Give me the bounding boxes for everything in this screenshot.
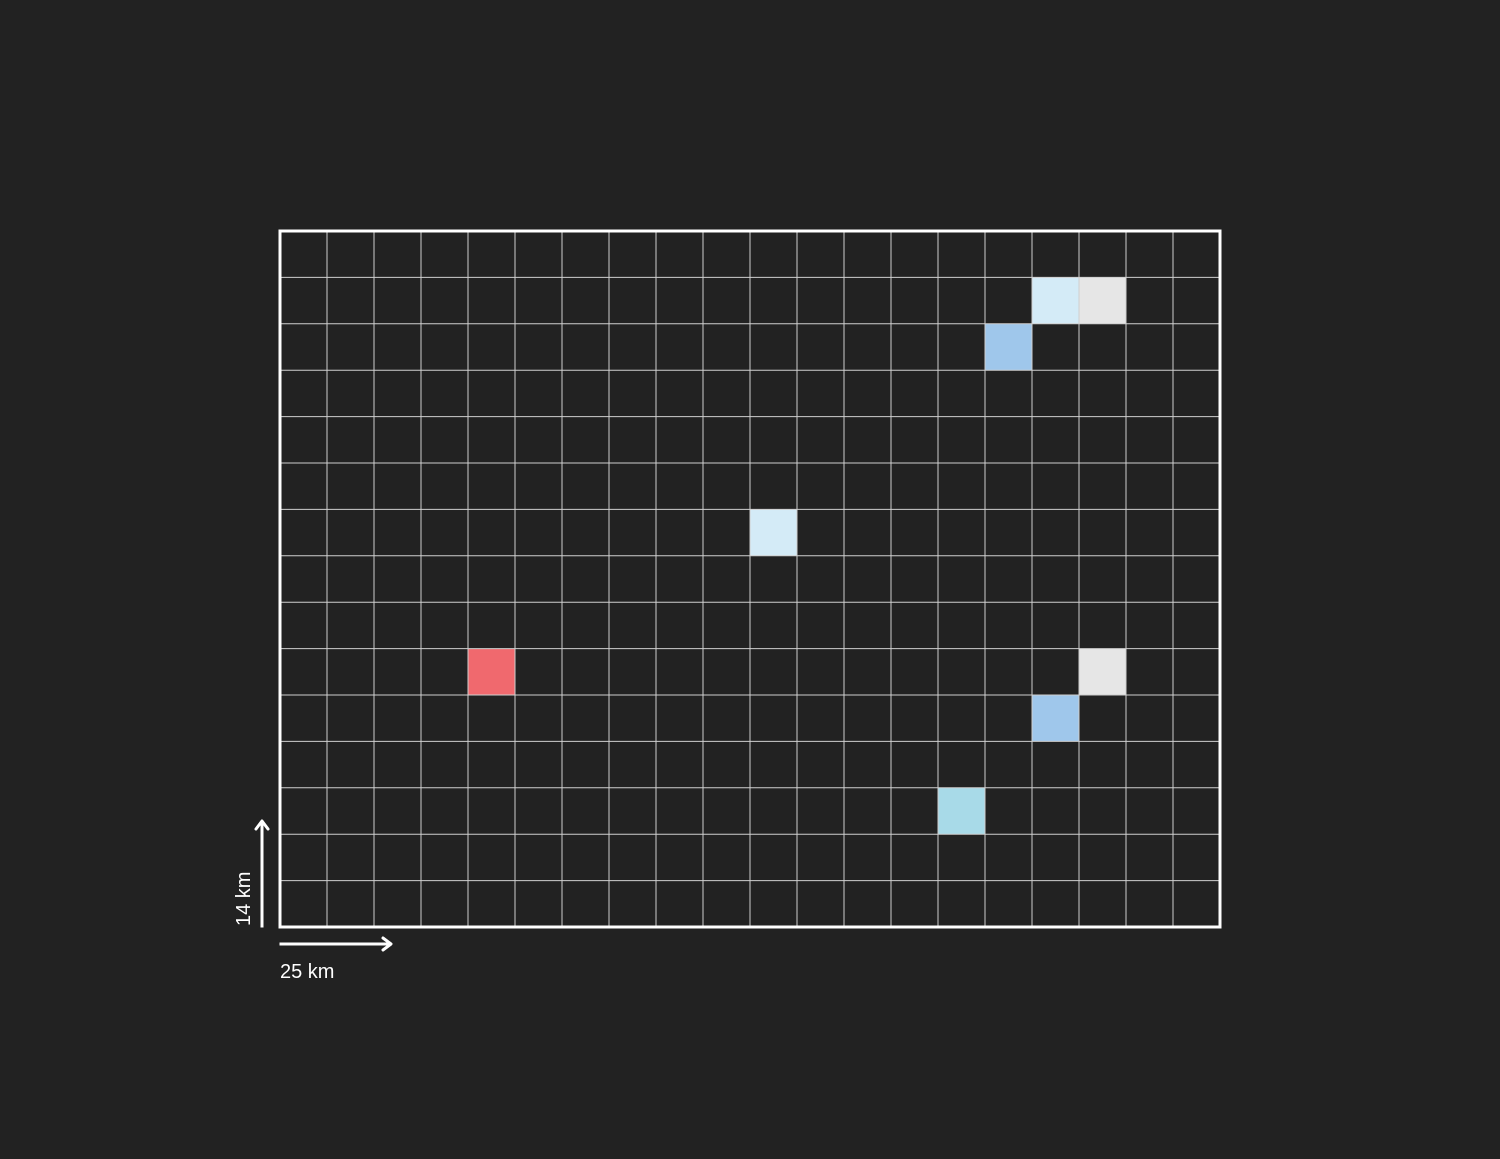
highlighted-cell — [1079, 277, 1126, 324]
highlighted-cell — [985, 323, 1032, 371]
horizontal-scale-label: 25 km — [280, 961, 334, 983]
highlighted-cell — [1032, 695, 1079, 742]
vertical-scale-bar: 14 km — [233, 819, 270, 928]
horizontal-scale-bar: 25 km — [279, 936, 393, 983]
highlighted-cell — [750, 509, 797, 556]
highlighted-cell — [468, 648, 515, 695]
arrow-right-icon — [381, 936, 393, 952]
arrow-up-icon — [254, 819, 270, 831]
highlighted-cells — [468, 277, 1126, 835]
highlighted-cell — [1079, 648, 1126, 695]
highlighted-cell — [1032, 277, 1079, 324]
grid-lines — [280, 231, 1220, 927]
grid-frame — [278, 229, 1222, 929]
highlighted-cell — [938, 787, 985, 835]
vertical-scale-label: 14 km — [233, 872, 255, 926]
